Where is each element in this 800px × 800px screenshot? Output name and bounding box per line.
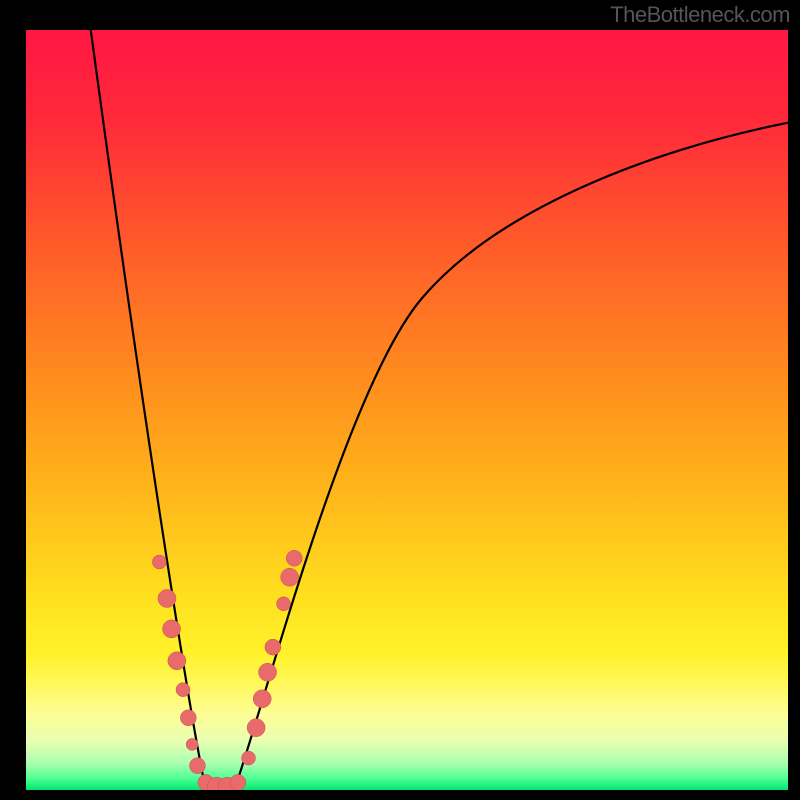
data-marker [286,550,302,566]
marker-group [152,550,302,790]
data-marker [281,568,299,586]
data-marker [186,738,198,750]
data-marker [168,652,186,670]
data-marker [259,663,277,681]
watermark-text: TheBottleneck.com [610,2,790,28]
bottleneck-curve [91,30,788,786]
data-marker [158,589,176,607]
data-marker [265,639,281,655]
data-marker [176,683,190,697]
data-marker [253,690,271,708]
plot-area [26,30,788,790]
data-marker [247,719,265,737]
data-marker [163,620,181,638]
data-marker [230,774,246,790]
data-marker [152,555,166,569]
data-marker [242,751,256,765]
data-marker [277,597,291,611]
curve-layer [26,30,788,790]
figure-root: TheBottleneck.com [0,0,800,800]
data-marker [180,710,196,726]
data-marker [189,758,205,774]
